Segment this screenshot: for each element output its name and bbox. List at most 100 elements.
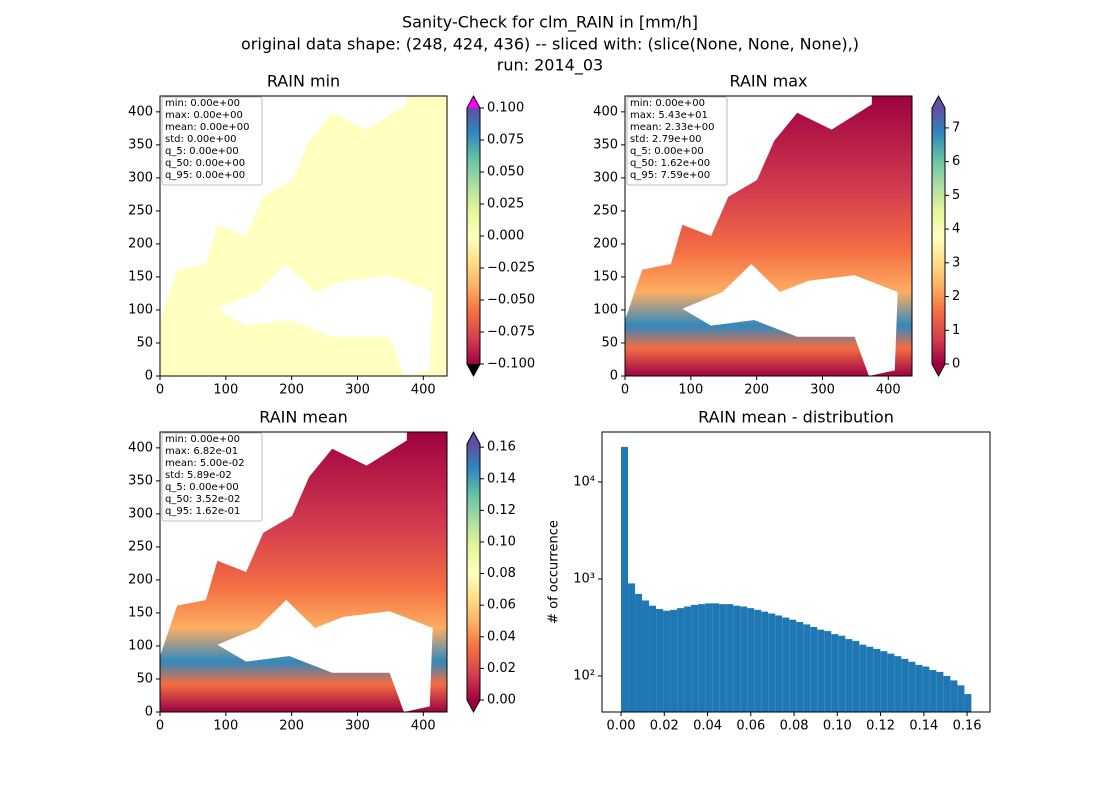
colorbar-tick-label: 0.16 [487, 440, 516, 455]
y-tick-label: 100 [128, 638, 153, 653]
histogram-bar [964, 694, 972, 712]
axes-frame [159, 431, 448, 713]
histogram-bar [656, 608, 664, 712]
stats-line: q_50: 1.62e+00 [630, 158, 710, 169]
histogram-bar [873, 648, 881, 712]
y-tick-label: 200 [128, 236, 153, 251]
stats-box [161, 432, 263, 522]
y-tick-label: 250 [128, 203, 153, 218]
y-tick-label: 10² [573, 668, 595, 683]
histogram-bar [950, 680, 958, 712]
colorbar-tick-label: 7 [952, 120, 960, 135]
y-axis-label: # of occurrence [547, 520, 562, 624]
histogram-bar [684, 606, 692, 712]
x-tick-label: 0.06 [736, 719, 765, 734]
histogram-bar [621, 446, 629, 712]
x-tick-label: 0.04 [693, 719, 722, 734]
colorbar-tick-label: 2 [952, 289, 960, 304]
colorbar [467, 108, 480, 364]
colorbar-tick-label: 3 [952, 255, 960, 270]
stats-line: std: 0.00e+00 [165, 134, 237, 145]
axes-title: RAIN max [729, 72, 807, 91]
y-tick-label: 300 [593, 170, 618, 185]
colorbar-tick-label: 0.12 [487, 503, 516, 518]
colorbar-tick-label: 0.08 [487, 566, 516, 581]
x-tick-label: 0.16 [953, 719, 982, 734]
colorbar-extend-low [467, 364, 480, 376]
y-tick-label: 350 [128, 473, 153, 488]
y-tick-label: 50 [136, 671, 153, 686]
colorbar-tick-label: 0.000 [487, 229, 524, 244]
histogram-bar [859, 644, 867, 712]
histogram-bar [740, 606, 748, 712]
colorbar-tick-label: 0.100 [487, 101, 524, 116]
colorbar-extend-high [467, 432, 480, 444]
map-sea [217, 600, 433, 712]
y-tick-label: 50 [601, 335, 618, 350]
x-tick-label: 300 [345, 383, 370, 398]
histogram-bar [698, 604, 706, 712]
colorbar-extend-high [467, 96, 480, 108]
histogram-bar [957, 685, 965, 712]
x-tick-label: 0 [621, 383, 629, 398]
histogram-bar [789, 619, 797, 712]
colorbar-tick-label: 0.02 [487, 661, 516, 676]
histogram-bar [733, 605, 741, 712]
y-tick-label: 300 [128, 506, 153, 521]
histogram-bar [915, 664, 923, 712]
stats-line: max: 0.00e+00 [165, 110, 243, 121]
histogram-bar [838, 635, 846, 712]
colorbar-tick-label: −0.100 [487, 357, 535, 372]
histogram-bar [775, 615, 783, 712]
y-tick-label: 300 [128, 170, 153, 185]
colorbar-tick-label: 4 [952, 222, 960, 237]
stats-line: std: 2.79e+00 [630, 134, 702, 145]
stats-line: q_50: 3.52e-02 [165, 494, 240, 505]
histogram-bar [761, 611, 769, 712]
histogram-bar [929, 670, 937, 712]
histogram-bar [817, 629, 825, 712]
stats-line: q_5: 0.00e+00 [165, 482, 239, 493]
stats-line: mean: 5.00e-02 [165, 458, 245, 469]
colorbar-tick-label: 0.06 [487, 598, 516, 613]
x-tick-label: 300 [345, 719, 370, 734]
histogram-bar [691, 604, 699, 712]
y-tick-label: 150 [128, 605, 153, 620]
x-tick-label: 200 [279, 719, 304, 734]
colorbar-tick-label: −0.025 [487, 261, 535, 276]
x-tick-label: 0.10 [823, 719, 852, 734]
x-tick-label: 0.14 [909, 719, 938, 734]
stats-line: q_50: 0.00e+00 [165, 158, 245, 169]
histogram-bar [810, 626, 818, 712]
x-tick-label: 100 [213, 383, 238, 398]
axes-title: RAIN mean [259, 408, 348, 427]
y-tick-label: 10³ [573, 571, 595, 586]
histogram-bar [943, 675, 951, 712]
axes-title: RAIN mean - distribution [698, 408, 894, 427]
colorbar [932, 108, 945, 364]
suptitle: run: 2014_03 [497, 56, 603, 76]
y-tick-label: 100 [593, 302, 618, 317]
histogram-bar [845, 639, 853, 712]
colorbar-tick-label: 5 [952, 188, 960, 203]
stats-box [161, 96, 263, 186]
y-tick-label: 200 [128, 572, 153, 587]
histogram-bar [705, 603, 713, 712]
y-tick-label: 250 [128, 539, 153, 554]
x-tick-label: 0.12 [866, 719, 895, 734]
histogram-bar [824, 631, 832, 712]
map-sea [682, 264, 898, 376]
histogram-bar [635, 593, 643, 712]
y-tick-label: 400 [593, 104, 618, 119]
histogram-bar [880, 651, 888, 712]
y-tick-label: 350 [593, 137, 618, 152]
histogram-bar [887, 653, 895, 712]
colorbar-tick-label: 6 [952, 154, 960, 169]
stats-line: q_95: 0.00e+00 [165, 170, 245, 181]
colorbar-tick-label: 0.10 [487, 534, 516, 549]
histogram-bar [642, 600, 650, 712]
colorbar-tick-label: 0.075 [487, 133, 524, 148]
x-tick-label: 400 [411, 719, 436, 734]
histogram-bar [901, 658, 909, 712]
